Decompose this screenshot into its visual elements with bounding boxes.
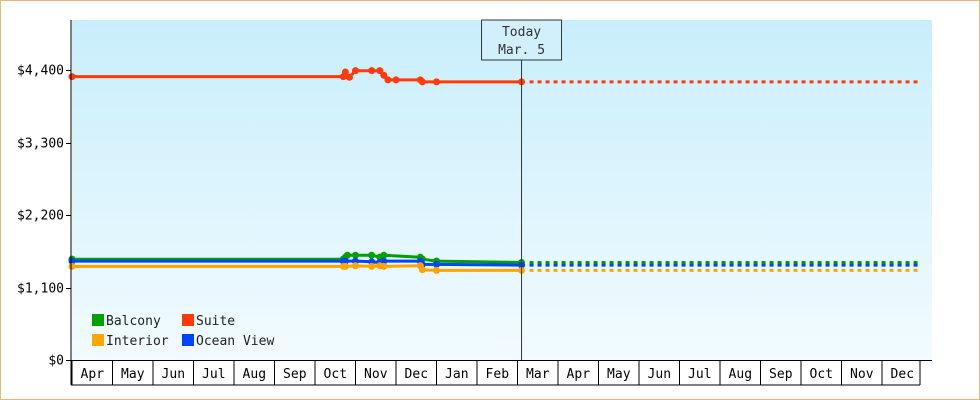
legend-label: Interior [106,334,169,349]
legend: Balcony Suite Interior Ocean View [92,314,274,349]
axes: $0 $1,100 $2,200 $3,300 $4,400 Apr May Jun Jul Au… [17,20,932,386]
data-point-suite [392,76,400,84]
x-tick-label: Nov [364,367,388,382]
data-point-balcony [343,251,351,259]
data-point-interior [433,266,440,274]
data-point-ocean-view [341,257,349,265]
data-point-ocean-view [433,260,440,268]
x-tick-label: Jul [202,367,225,382]
legend-swatch [182,314,194,326]
data-point-balcony [352,251,359,259]
x-tick-label: Nov [850,367,874,382]
data-point-interior [352,262,359,270]
y-tick-label: $1,100 [17,282,64,297]
x-tick-label: Dec [891,367,914,382]
data-point-suite [380,71,388,79]
y-tick-label: $0 [48,354,64,369]
legend-label: Balcony [106,314,161,329]
legend-swatch [92,314,104,326]
x-tick-label: May [121,367,145,382]
today-date: Mar. 5 [498,43,545,58]
x-tick-label: Feb [486,367,510,382]
data-point-balcony [368,251,376,259]
legend-swatch [182,334,194,346]
data-point-interior [380,262,388,270]
x-tick-label: Apr [81,367,105,382]
plot-background [72,20,932,360]
data-point-interior [368,262,376,270]
data-point-interior [68,262,76,270]
y-tick-label: $4,400 [17,64,64,79]
data-point-suite [352,67,359,75]
x-tick-label: May [607,367,631,382]
x-tick-label: Jun [162,367,185,382]
y-tick-label: $2,200 [17,209,64,224]
data-point-suite [418,78,426,86]
x-tick-label: Jun [648,367,671,382]
data-point-interior [418,266,426,274]
data-point-suite [345,73,353,81]
x-tick-label: Mar [526,367,550,382]
data-point-suite [68,73,76,81]
legend-swatch [92,334,104,346]
data-point-ocean-view [68,257,76,265]
series-layer [68,67,919,274]
x-tick-label: Oct [324,367,347,382]
today-marker: Today Mar. 5 [481,19,563,360]
x-tick-label: Aug [243,367,266,382]
today-label: Today [502,25,541,40]
data-point-suite [433,78,440,86]
data-point-interior [341,262,349,270]
today-box [481,19,563,61]
x-tick-label: Oct [810,367,833,382]
legend-label: Suite [196,314,235,329]
x-tick-label: Apr [567,367,591,382]
x-tick-label: Sep [283,367,307,382]
legend-label: Ocean View [196,334,274,349]
data-point-balcony [380,251,388,259]
data-point-ocean-view [380,257,388,265]
x-tick-label: Dec [405,367,428,382]
data-point-suite [384,76,392,84]
x-tick-label: Jul [688,367,711,382]
data-point-suite [376,67,384,75]
y-tick-label: $3,300 [17,137,64,152]
x-tick-label: Aug [729,367,752,382]
x-tick-label: Sep [769,367,793,382]
data-point-suite [341,68,349,76]
x-tick-label: Jan [445,367,468,382]
data-point-suite [368,67,376,75]
